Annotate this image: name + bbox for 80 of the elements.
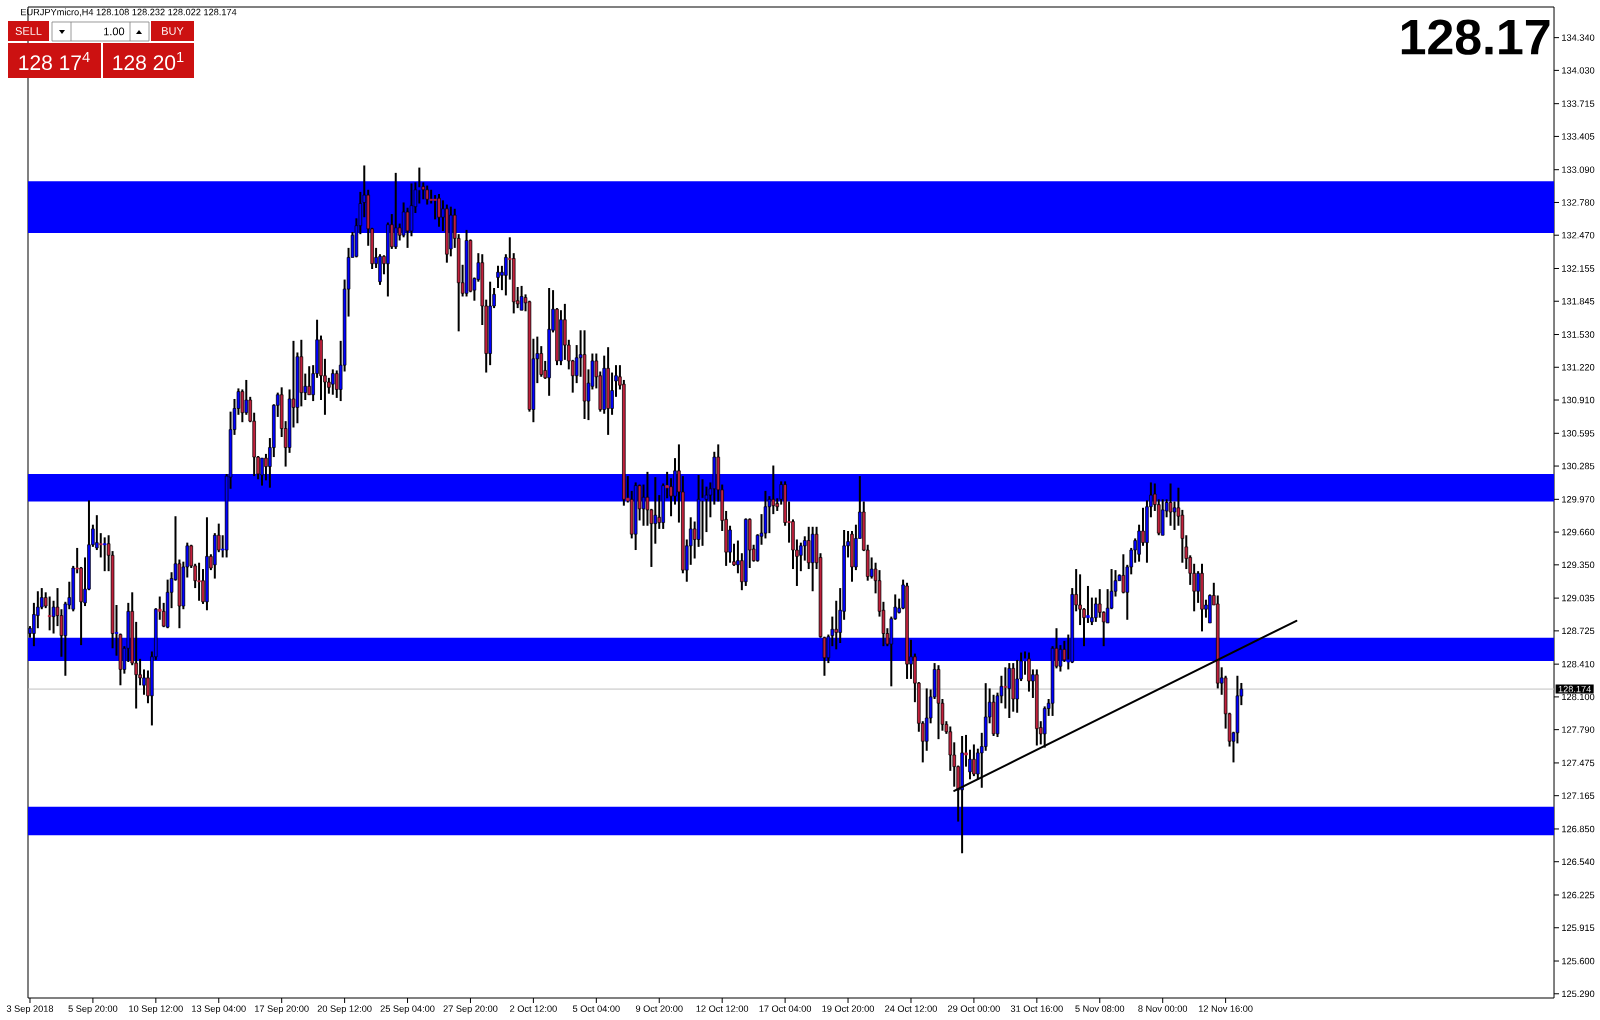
y-tick-label: 133.715 — [1562, 100, 1595, 107]
x-tick-label: 20 Sep 12:00 — [317, 1005, 372, 1014]
y-tick-label: 134.340 — [1562, 34, 1595, 41]
candlestick — [1086, 584, 1090, 624]
x-tick-label: 25 Sep 04:00 — [380, 1005, 435, 1014]
candlestick — [437, 193, 441, 228]
candlestick — [972, 743, 976, 778]
annotation: 128.17 — [1401, 19, 1550, 55]
x-tick-label: 5 Sep 20:00 — [68, 1005, 118, 1014]
y-tick-label: 127.475 — [1562, 759, 1595, 767]
candlestick — [519, 284, 524, 312]
candlestick — [307, 365, 311, 396]
candlestick — [433, 194, 437, 221]
candlestick — [645, 470, 650, 527]
y-tick-label: 133.405 — [1562, 133, 1595, 140]
candlestick — [98, 532, 103, 559]
y-tick-label: 127.790 — [1562, 726, 1595, 733]
x-tick-label: 12 Oct 12:00 — [696, 1005, 749, 1012]
y-tick-label: 126.225 — [1562, 891, 1595, 899]
x-tick-label: 10 Sep 12:00 — [129, 1005, 183, 1014]
candlestick — [1003, 666, 1008, 710]
x-tick-label: 9 Oct 20:00 — [635, 1005, 683, 1012]
y-tick-label: 134.030 — [1562, 67, 1595, 74]
y-tick-label: 127.165 — [1562, 792, 1595, 799]
y-tick-label: 129.350 — [1562, 561, 1595, 569]
x-tick-label: 17 Oct 04:00 — [759, 1005, 812, 1012]
y-tick-label: 126.850 — [1562, 825, 1595, 833]
annotation: 128 20$^{1}$ — [113, 51, 184, 71]
x-tick-label: 19 Oct 20:00 — [822, 1005, 875, 1012]
candlestick — [425, 184, 429, 206]
candlestick — [331, 368, 335, 396]
x-tick-label: 24 Oct 12:00 — [885, 1005, 937, 1012]
y-tick-label: 128.100 — [1562, 693, 1595, 701]
y-tick-label: 132.155 — [1562, 265, 1595, 272]
candlestick — [1121, 553, 1126, 595]
y-tick-label: 125.290 — [1562, 990, 1595, 998]
x-tick-label: 2 Oct 12:00 — [510, 1005, 557, 1012]
x-tick-label: 29 Oct 00:00 — [948, 1005, 1000, 1012]
candlestick — [496, 264, 500, 290]
y-tick-label: 131.220 — [1562, 364, 1595, 371]
y-tick-label: 129.035 — [1562, 594, 1595, 602]
y-tick-label: 132.780 — [1562, 199, 1595, 206]
candlestick — [771, 464, 776, 516]
y-tick-label: 128.725 — [1562, 627, 1595, 635]
y-tick-label: 131.845 — [1562, 297, 1595, 305]
x-tick-label: 13 Sep 04:00 — [192, 1005, 246, 1014]
annotation: 1.00 — [104, 27, 125, 36]
candlestick — [1208, 593, 1212, 624]
candlestick — [834, 599, 839, 651]
candlestick — [1168, 482, 1173, 527]
y-tick-label: 125.915 — [1562, 924, 1595, 931]
y-tick-label: 128.410 — [1562, 660, 1595, 668]
candlestick — [102, 536, 107, 573]
y-tick-label: 130.595 — [1562, 430, 1595, 437]
annotation: SELL — [15, 27, 42, 35]
y-tick-label: 130.910 — [1562, 396, 1595, 404]
x-tick-label: 8 Nov 00:00 — [1138, 1005, 1188, 1012]
candlestick — [1007, 662, 1012, 720]
x-tick-label: 5 Oct 04:00 — [572, 1005, 620, 1012]
chart-title: EURJPYmicro,H4 128.108 128.232 128.022 128.174 — [21, 8, 237, 17]
x-tick-label: 31 Oct 16:00 — [1010, 1005, 1063, 1012]
y-tick-label: 129.660 — [1562, 528, 1595, 536]
candlestick — [47, 595, 52, 632]
y-tick-label: 129.970 — [1562, 496, 1595, 503]
y-tick-label: 132.470 — [1562, 231, 1595, 239]
annotation: BUY — [162, 27, 184, 35]
ref-line-label: 128.174 — [1558, 685, 1591, 693]
x-tick-label: 17 Sep 20:00 — [255, 1005, 309, 1014]
y-tick-label: 126.540 — [1562, 858, 1595, 865]
y-tick-label: 125.600 — [1562, 957, 1595, 965]
candlestick — [197, 561, 201, 602]
x-tick-label: 3 Sep 2018 — [6, 1005, 54, 1014]
annotation: 128 17$^{4}$ — [19, 51, 90, 71]
y-tick-label: 130.285 — [1562, 462, 1595, 470]
x-tick-label: 5 Nov 08:00 — [1075, 1005, 1125, 1012]
candlestick — [806, 525, 811, 571]
y-tick-label: 133.090 — [1562, 166, 1595, 173]
x-tick-label: 12 Nov 16:00 — [1198, 1005, 1253, 1012]
y-tick-label: 131.530 — [1562, 331, 1595, 338]
x-tick-label: 27 Sep 20:00 — [443, 1005, 498, 1014]
